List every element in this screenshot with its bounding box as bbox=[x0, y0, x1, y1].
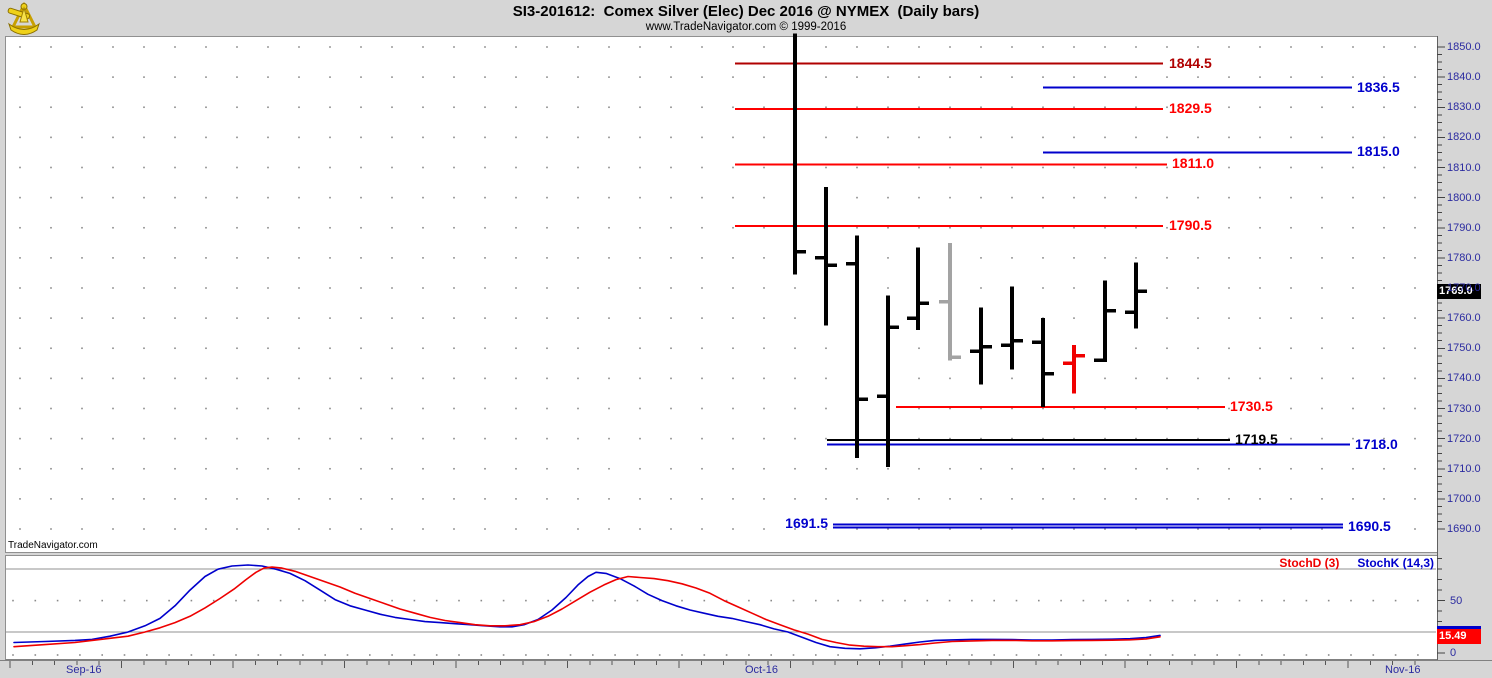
price-axis-label: 1810.0 bbox=[1447, 161, 1481, 174]
page-subtitle: www.TradeNavigator.com © 1999-2016 bbox=[645, 21, 847, 33]
stochastic-panel[interactable] bbox=[5, 555, 1437, 660]
month-label-nov: Nov-16 bbox=[1385, 664, 1421, 676]
level-label: 1815.0 bbox=[1357, 143, 1400, 160]
ohlc-bar[interactable] bbox=[970, 307, 992, 385]
stoch-axis-label: 50 bbox=[1450, 594, 1463, 607]
price-axis-label: 1840.0 bbox=[1447, 71, 1481, 84]
level-label: 1790.5 bbox=[1169, 217, 1212, 234]
level-label: 1811.0 bbox=[1172, 155, 1215, 172]
price-axis-label: 1690.0 bbox=[1447, 523, 1481, 535]
stochk-line bbox=[13, 564, 1161, 650]
page-title: SI3-201612: Comex Silver (Elec) Dec 2016… bbox=[512, 3, 980, 20]
ohlc-bar[interactable] bbox=[939, 242, 961, 361]
stochastic-legend: StochD (3) StochK (14,3) bbox=[1261, 556, 1434, 570]
month-label-sep: Sep-16 bbox=[66, 664, 102, 676]
ohlc-bar[interactable] bbox=[1032, 318, 1054, 407]
price-axis-label: 1760.0 bbox=[1447, 312, 1481, 325]
level-label: 1836.5 bbox=[1357, 78, 1400, 95]
legend-stochd-label[interactable]: StochD (3) bbox=[1279, 556, 1340, 570]
watermark: TradeNavigator.com bbox=[8, 540, 98, 551]
legend-stochk-label[interactable]: StochK (14,3) bbox=[1357, 556, 1434, 570]
ohlc-bar[interactable] bbox=[1001, 286, 1023, 370]
price-axis-label: 1700.0 bbox=[1447, 492, 1481, 505]
ohlc-bar[interactable] bbox=[793, 33, 806, 275]
price-axis-label: 1790.0 bbox=[1447, 221, 1481, 234]
ohlc-bar[interactable] bbox=[1125, 262, 1147, 329]
price-axis-label: 1850.0 bbox=[1447, 41, 1481, 53]
price-axis-label: 1720.0 bbox=[1447, 432, 1481, 445]
price-axis-label: 1780.0 bbox=[1447, 251, 1481, 264]
level-label: 1829.5 bbox=[1169, 99, 1212, 116]
level-label: 1730.5 bbox=[1230, 397, 1273, 414]
price-axis-label: 1730.0 bbox=[1447, 402, 1481, 415]
ohlc-bar[interactable] bbox=[1063, 345, 1085, 394]
stochd-line bbox=[13, 566, 1161, 648]
price-axis-label: 1710.0 bbox=[1447, 462, 1481, 475]
sextant-icon[interactable] bbox=[4, 2, 44, 35]
main-chart-panel[interactable] bbox=[5, 36, 1437, 553]
ohlc-bar[interactable] bbox=[907, 247, 929, 331]
price-axis-label: 1750.0 bbox=[1447, 342, 1481, 355]
price-axis-label: 1800.0 bbox=[1447, 191, 1481, 204]
stochd-value-badge: 15.49 bbox=[1437, 629, 1481, 644]
price-axis-label: 1820.0 bbox=[1447, 131, 1481, 144]
current-price-badge: 1769.0 bbox=[1437, 284, 1481, 299]
price-axis-label: 1770.0 bbox=[1447, 282, 1481, 294]
time-axis[interactable] bbox=[0, 660, 1492, 678]
month-label-oct: Oct-16 bbox=[745, 664, 779, 676]
price-axis-label: 1830.0 bbox=[1447, 101, 1481, 114]
ohlc-bar[interactable] bbox=[877, 295, 899, 468]
ohlc-bar[interactable] bbox=[1094, 280, 1116, 363]
level-label: 1690.5 bbox=[1348, 518, 1391, 535]
level-label: 1719.5 bbox=[1235, 431, 1278, 448]
level-label: 1844.5 bbox=[1169, 54, 1212, 71]
stoch-axis-label: 0 bbox=[1450, 647, 1457, 659]
price-axis-label: 1740.0 bbox=[1447, 372, 1481, 385]
ohlc-bar[interactable] bbox=[846, 235, 868, 459]
level-label: 1718.0 bbox=[1355, 435, 1398, 452]
ohlc-bar[interactable] bbox=[815, 187, 837, 326]
level-label: 1691.5 bbox=[785, 515, 828, 532]
